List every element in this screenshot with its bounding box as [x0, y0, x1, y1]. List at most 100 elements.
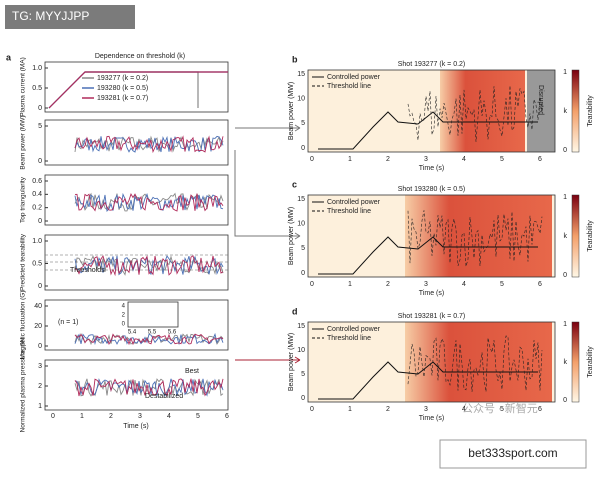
axes: [307, 194, 556, 278]
y-tick-label: 10: [297, 221, 305, 228]
legend-text: Threshold line: [327, 208, 371, 215]
y-tick-label: 10: [297, 96, 305, 103]
x-tick-label: 3: [138, 413, 142, 420]
x-tick-label: 2: [386, 156, 390, 163]
y-tick-label: 20: [34, 323, 42, 330]
x-tick-label: 0: [310, 281, 314, 288]
y-tick-label: 0.5: [32, 85, 42, 92]
axes: [307, 321, 556, 403]
x-tick-label: 2: [386, 281, 390, 288]
badge: TG: MYYJJPP: [12, 9, 89, 23]
y-tick-label: 0: [38, 283, 42, 290]
curve: [74, 135, 224, 154]
panel-title: Shot 193281 (k = 0.7): [398, 313, 466, 320]
x-tick-label: 3: [424, 406, 428, 413]
annotation: Best: [185, 368, 199, 375]
arrow: [235, 356, 301, 364]
curve: [407, 210, 543, 267]
y-tick-label: 0: [301, 395, 305, 402]
curve: [74, 378, 224, 397]
legend-text: Threshold line: [327, 83, 371, 90]
y-label: Beam power (MW): [288, 82, 295, 140]
colorbar-label: Tearability: [587, 220, 594, 252]
x-tick-label: 5: [500, 156, 504, 163]
x-tick-label: 2: [109, 413, 113, 420]
colorbar-tick: k: [564, 233, 568, 240]
x-tick-label: 3: [424, 281, 428, 288]
axes: [44, 359, 229, 411]
axes: [44, 61, 229, 113]
y-tick-label: 5: [38, 123, 42, 130]
y-tick-label: 5: [301, 120, 305, 127]
x-label: Time (s): [419, 290, 444, 297]
axes: [44, 299, 229, 351]
curve: [74, 135, 224, 153]
x-tick-label: 5: [500, 406, 504, 413]
x-tick-label: 1: [348, 406, 352, 413]
y-tick-label: 0.2: [32, 205, 42, 212]
y-tick-label: 0: [38, 218, 42, 225]
y-tick-label: 0: [301, 270, 305, 277]
axes: [44, 234, 229, 291]
y-label: Beam power (MW): [20, 115, 27, 169]
site-box: [439, 439, 587, 469]
x-tick-label: 5: [196, 413, 200, 420]
colorbar-label: Tearability: [587, 346, 594, 378]
x-label: Time (s): [419, 165, 444, 172]
inset-tick: 0: [122, 322, 126, 328]
x-tick-label: 4: [167, 413, 171, 420]
colorbar-tick: 0: [563, 397, 567, 404]
colorbar: [571, 69, 580, 153]
y-tick-label: 1: [38, 403, 42, 410]
disrupted: [527, 70, 555, 152]
y-tick-label: 3: [38, 363, 42, 370]
curve: [318, 236, 538, 275]
x-tick-label: 4: [462, 281, 466, 288]
legend-text: Controlled power: [327, 199, 381, 206]
curve: [74, 255, 224, 276]
annotation: Destabilized: [145, 393, 183, 400]
x-tick-label: 5: [500, 281, 504, 288]
annotation: (n = 1): [58, 319, 78, 326]
y-label: Top triangularity: [20, 176, 27, 223]
inset-tick: 5.6: [168, 330, 177, 336]
axes: [307, 69, 556, 153]
account: 公众号 · 新智元: [462, 401, 538, 415]
y-tick-label: 5: [301, 245, 305, 252]
y-tick-label: 10: [297, 347, 305, 354]
panel-title: Shot 193277 (k = 0.2): [398, 61, 466, 68]
x-tick-label: 4: [462, 156, 466, 163]
x-tick-label: 1: [348, 281, 352, 288]
y-label: Beam power (MW): [288, 207, 295, 265]
curve: [74, 255, 224, 277]
colorbar-label: Tearability: [587, 95, 594, 127]
legend-text: 193280 (k = 0.5): [97, 85, 148, 92]
y-tick-label: 1.0: [32, 65, 42, 72]
heat: [405, 322, 552, 402]
y-label: Normalized plasma pressure, βN: [20, 337, 27, 432]
site: bet333sport.com: [468, 446, 557, 460]
y-tick-label: 0: [38, 105, 42, 112]
y-label: Predicted tearability: [20, 233, 27, 291]
x-tick-label: 1: [348, 156, 352, 163]
x-tick-label: 6: [538, 281, 542, 288]
x-tick-label: 2: [386, 406, 390, 413]
y-tick-label: 2: [38, 383, 42, 390]
badge-bg: [5, 5, 135, 29]
x-tick-label: 0: [310, 406, 314, 413]
y-tick-label: 15: [297, 323, 305, 330]
colorbar: [571, 321, 580, 403]
y-label: Beam power (MW): [288, 333, 295, 391]
curve: [48, 71, 228, 109]
annotation: Thresholds: [70, 267, 105, 274]
panel-label: b: [292, 54, 298, 64]
x-label: Time (s): [419, 415, 444, 422]
y-label: Magnetic fluctuation (G): [20, 290, 27, 359]
y-tick-label: 15: [297, 71, 305, 78]
y-tick-label: 0: [301, 145, 305, 152]
y-tick-label: 1.0: [32, 238, 42, 245]
inset-tick: 4: [122, 304, 126, 310]
curve: [318, 111, 538, 150]
y-label: Plasma current (MA): [20, 57, 27, 117]
axes: [44, 119, 229, 166]
